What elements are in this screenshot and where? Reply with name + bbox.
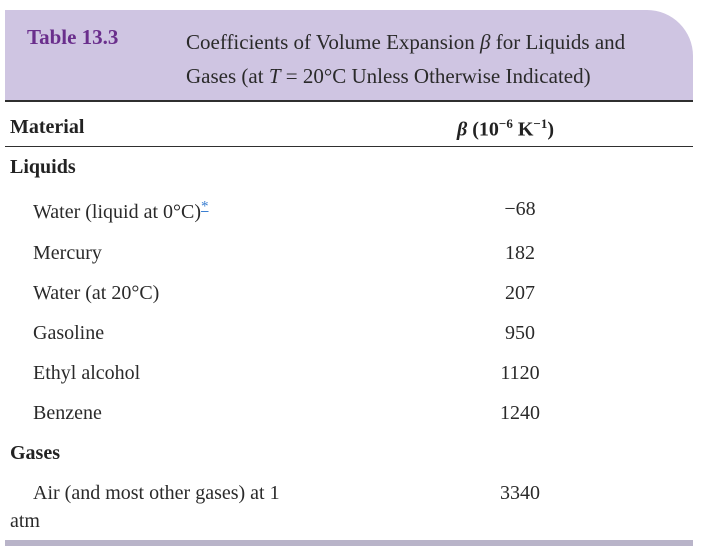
- row-material: Ethyl alcohol: [33, 362, 141, 384]
- caption-line1-pre: Coefficients of Volume Expansion: [186, 30, 480, 54]
- row-beta-value: 1240: [500, 402, 540, 424]
- caption-line2-post: = 20°C Unless Otherwise Indicated): [280, 64, 591, 88]
- caption-line2-pre: Gases (at: [186, 64, 269, 88]
- row-beta-value: 1120: [500, 362, 540, 384]
- row-material-continuation: atm: [10, 510, 40, 532]
- beta-exp1: −6: [498, 116, 513, 131]
- row-material: Air (and most other gases) at 1: [33, 482, 280, 504]
- caption-band: Table 13.3 Coefficients of Volume Expans…: [5, 10, 693, 100]
- beta-exp2: −1: [533, 116, 548, 131]
- top-rule: [5, 100, 693, 102]
- row-material: Benzene: [33, 402, 102, 424]
- row-beta-value: 3340: [500, 482, 540, 504]
- group-label-gases: Gases: [10, 442, 60, 464]
- table-caption: Coefficients of Volume Expansion β for L…: [186, 25, 686, 93]
- beta-unit-mid: K: [512, 118, 534, 141]
- column-header-material: Material: [10, 116, 85, 138]
- row-material: Gasoline: [33, 322, 105, 344]
- caption-beta-symbol: β: [479, 30, 491, 54]
- row-material: Water (liquid at 0°C)*: [33, 198, 209, 224]
- beta-unit-pre: (10: [467, 118, 499, 141]
- bottom-rule: [5, 540, 693, 546]
- footnote-link[interactable]: *: [201, 198, 209, 215]
- beta-symbol: β: [457, 118, 468, 141]
- row-material-text: Water (liquid at 0°C): [33, 201, 202, 223]
- beta-unit-post: ): [547, 118, 554, 141]
- column-header-beta: β (10−6 K−1): [457, 116, 554, 142]
- row-beta-value: −68: [504, 198, 536, 220]
- header-rule: [5, 146, 693, 147]
- row-material: Water (at 20°C): [33, 282, 160, 304]
- caption-t-symbol: T: [268, 64, 281, 88]
- table-number: Table 13.3: [27, 25, 119, 49]
- row-material: Mercury: [33, 242, 102, 264]
- row-beta-value: 950: [505, 322, 535, 344]
- row-beta-value: 207: [505, 282, 535, 304]
- data-table: Table 13.3 Coefficients of Volume Expans…: [5, 10, 693, 547]
- caption-line1-post: for Liquids and: [490, 30, 626, 54]
- group-label-liquids: Liquids: [10, 156, 76, 178]
- row-beta-value: 182: [505, 242, 535, 264]
